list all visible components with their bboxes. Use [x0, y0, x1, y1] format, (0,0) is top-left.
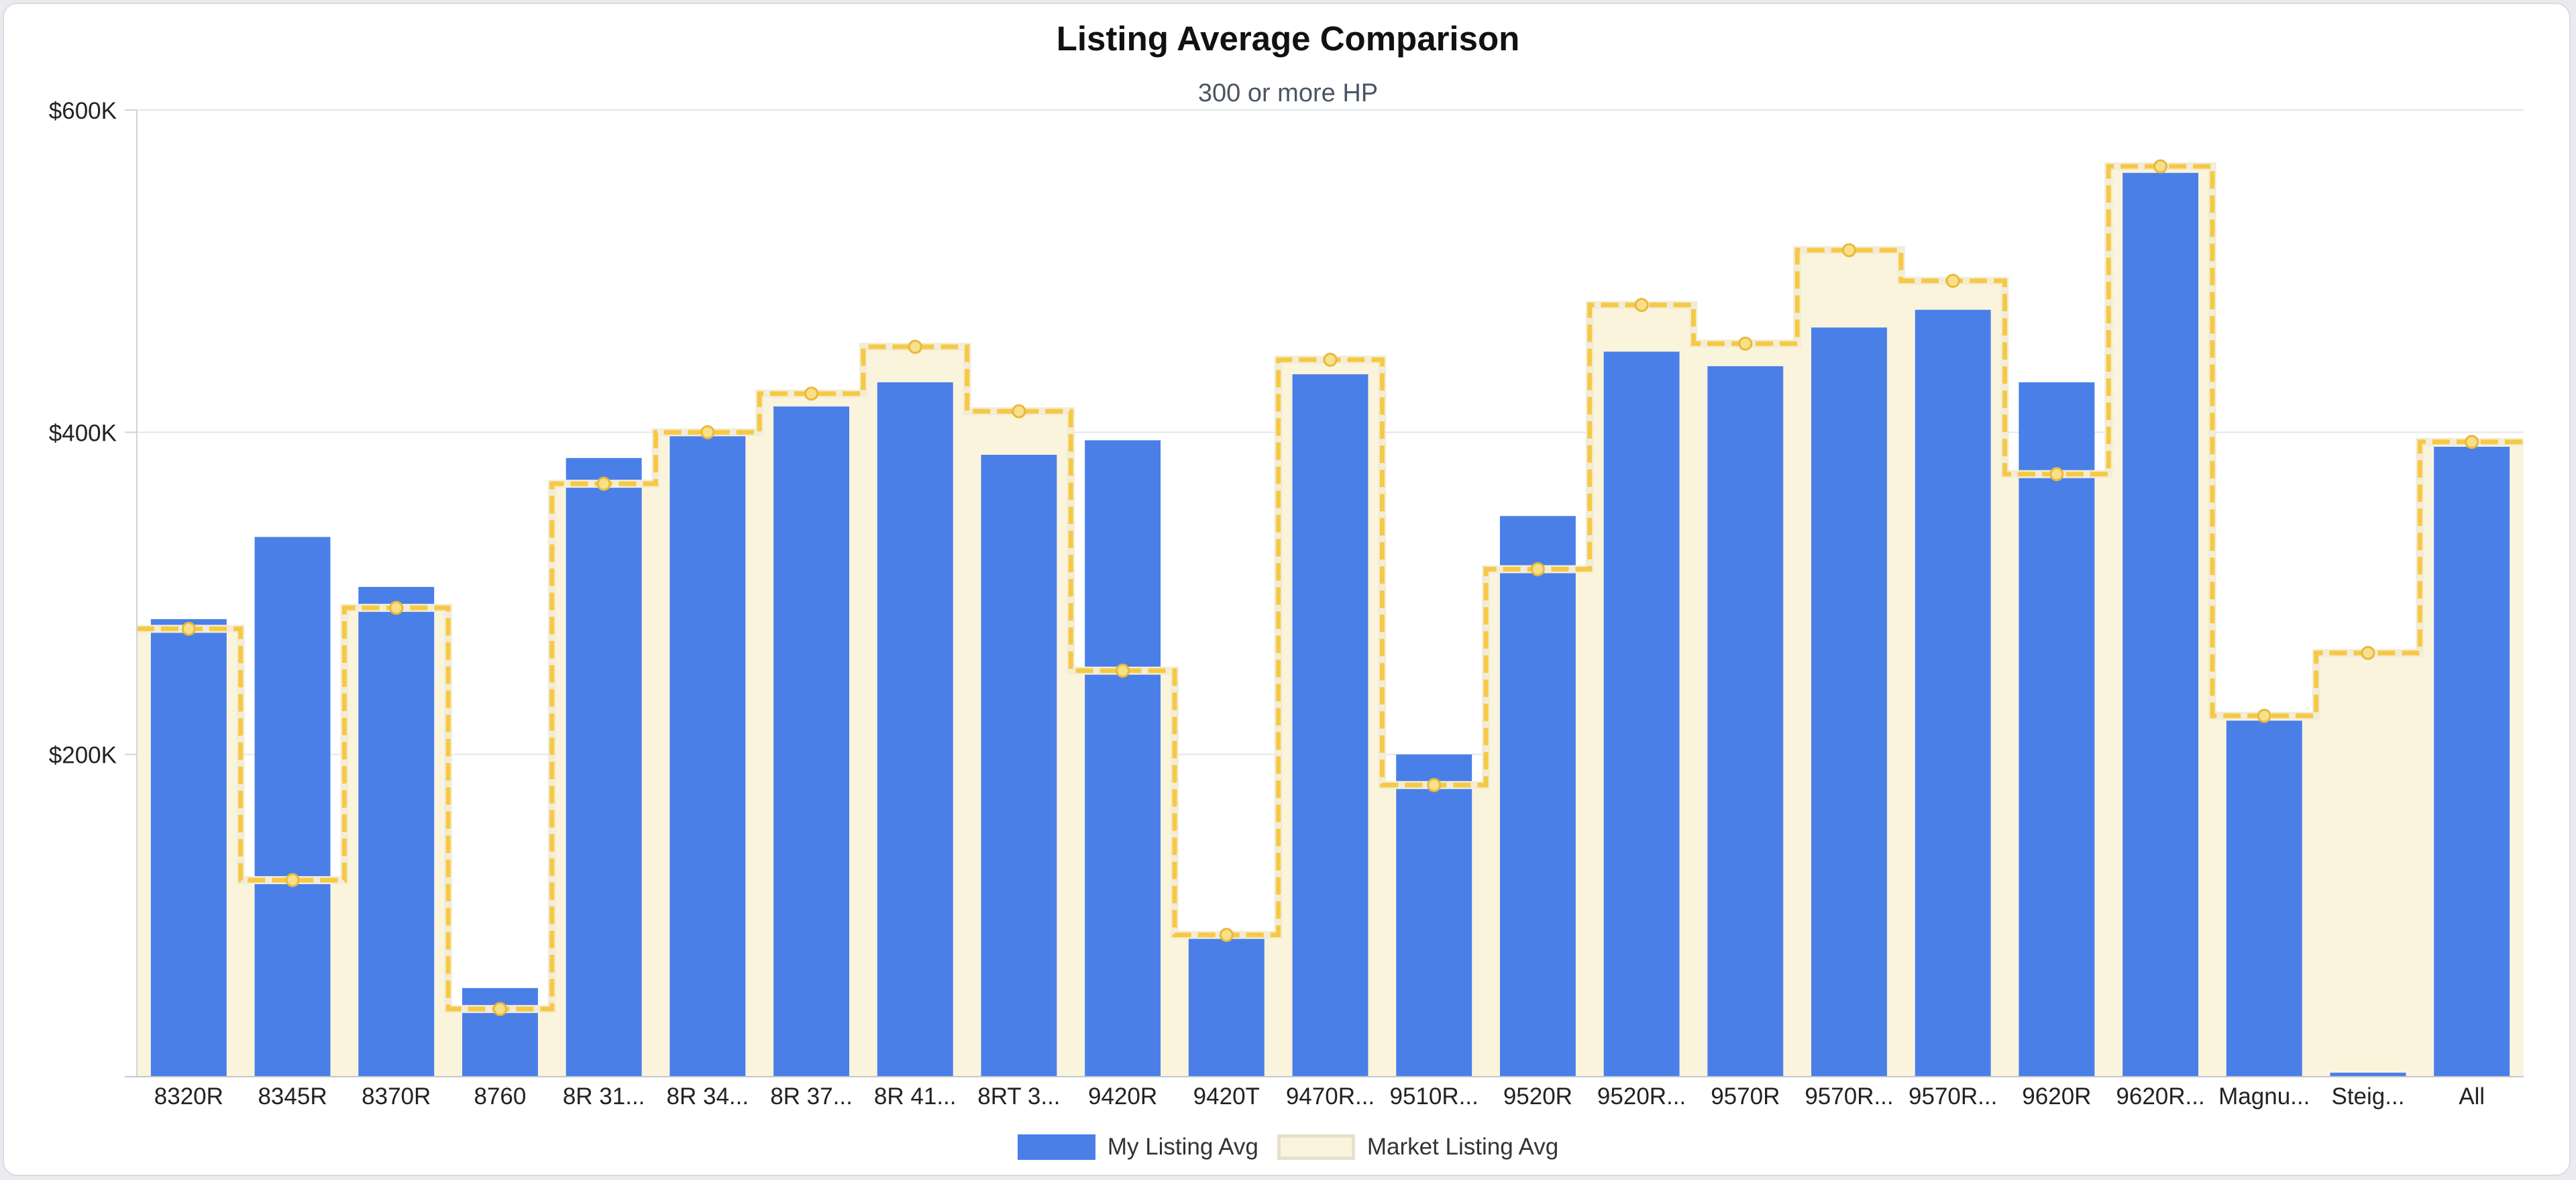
- market-point-21: [2361, 645, 2375, 660]
- legend-item-market-listing[interactable]: Market Listing Avg: [1277, 1134, 1558, 1161]
- y-tick-label: $200K: [49, 743, 117, 769]
- bar-my-listing-8: [981, 454, 1057, 1077]
- market-point-16: [1841, 243, 1856, 258]
- bar-my-listing-5: [669, 432, 746, 1077]
- market-point-20: [2257, 708, 2271, 723]
- market-point-14: [1634, 298, 1649, 313]
- market-point-3: [492, 1002, 507, 1016]
- market-point-7: [908, 339, 922, 354]
- bar-my-listing-10: [1188, 931, 1265, 1077]
- x-tick-label: 9470R...: [1286, 1083, 1375, 1110]
- x-tick-label: 9520R: [1503, 1083, 1572, 1110]
- bar-my-listing-3: [462, 987, 538, 1077]
- market-point-6: [804, 386, 819, 401]
- x-tick-label: 8RT 3...: [977, 1083, 1060, 1110]
- y-tick-label: $400K: [49, 420, 117, 446]
- x-tick-label: 9520R...: [1597, 1083, 1686, 1110]
- x-tick-label: 9420R: [1088, 1083, 1157, 1110]
- x-tick-label: 8R 34...: [667, 1083, 749, 1110]
- market-point-0: [181, 621, 196, 636]
- bar-my-listing-13: [1499, 516, 1576, 1077]
- market-point-17: [1945, 274, 1960, 288]
- x-tick-label: 8R 31...: [563, 1083, 645, 1110]
- x-tick-label: 9570R: [1711, 1083, 1780, 1110]
- market-point-1: [285, 873, 300, 888]
- legend-label-my-listing: My Listing Avg: [1107, 1134, 1258, 1160]
- bar-my-listing-15: [1707, 366, 1784, 1077]
- bar-my-listing-22: [2434, 446, 2510, 1077]
- chart-title: Listing Average Comparison: [1056, 19, 1520, 58]
- x-tick-label: 9620R...: [2116, 1083, 2204, 1110]
- x-tick-label: 9570R...: [1909, 1083, 1997, 1110]
- x-tick-label: 8R 41...: [874, 1083, 957, 1110]
- bar-my-listing-20: [2226, 720, 2302, 1077]
- legend-label-market-listing: Market Listing Avg: [1366, 1134, 1559, 1160]
- bar-my-listing-17: [1915, 309, 1991, 1077]
- x-tick-label: Magnu...: [2218, 1083, 2310, 1110]
- y-tick-label: $600K: [49, 98, 117, 124]
- market-point-11: [1323, 352, 1338, 367]
- x-tick-label: 9510R...: [1390, 1083, 1479, 1110]
- bar-my-listing-6: [773, 406, 849, 1077]
- bar-my-listing-1: [254, 537, 331, 1077]
- bar-my-listing-19: [2123, 172, 2199, 1077]
- x-tick-label: 8345R: [258, 1083, 327, 1110]
- x-tick-label: 8760: [474, 1083, 526, 1110]
- market-point-4: [596, 476, 611, 491]
- x-tick-label: 9420T: [1193, 1083, 1260, 1110]
- market-point-12: [1427, 777, 1442, 792]
- x-tick-label: Steig...: [2331, 1083, 2404, 1110]
- bar-my-listing-12: [1396, 754, 1472, 1077]
- market-point-5: [700, 425, 715, 439]
- bar-my-listing-14: [1603, 352, 1680, 1077]
- x-tick-label: 8R 37...: [770, 1083, 853, 1110]
- x-tick-label: 9620R: [2022, 1083, 2091, 1110]
- legend-swatch-my-listing: [1017, 1134, 1095, 1160]
- market-point-10: [1219, 928, 1234, 943]
- market-point-8: [1012, 404, 1026, 419]
- bar-my-listing-18: [2019, 382, 2095, 1077]
- x-tick-label: All: [2459, 1083, 2485, 1110]
- market-point-19: [2153, 159, 2168, 174]
- market-point-2: [389, 600, 404, 615]
- bar-my-listing-21: [2330, 1072, 2406, 1077]
- legend-item-my-listing[interactable]: My Listing Avg: [1017, 1134, 1258, 1161]
- legend: My Listing Avg Market Listing Avg: [0, 1130, 2576, 1164]
- bar-my-listing-2: [358, 586, 435, 1077]
- market-point-13: [1530, 561, 1545, 576]
- bar-my-listing-4: [566, 458, 642, 1077]
- market-point-15: [1738, 336, 1753, 351]
- x-tick-label: 8320R: [154, 1083, 223, 1110]
- market-point-9: [1116, 663, 1130, 678]
- x-tick-label: 9570R...: [1805, 1083, 1893, 1110]
- market-point-18: [2049, 467, 2064, 482]
- market-point-22: [2465, 435, 2479, 449]
- bar-my-listing-0: [150, 619, 227, 1077]
- bar-my-listing-11: [1292, 374, 1368, 1077]
- bar-my-listing-7: [877, 382, 953, 1077]
- bar-my-listing-9: [1085, 440, 1161, 1077]
- legend-swatch-market-listing: [1277, 1134, 1355, 1160]
- x-tick-label: 8370R: [362, 1083, 431, 1110]
- chart-subtitle: 300 or more HP: [1197, 79, 1379, 107]
- bar-my-listing-16: [1811, 327, 1887, 1077]
